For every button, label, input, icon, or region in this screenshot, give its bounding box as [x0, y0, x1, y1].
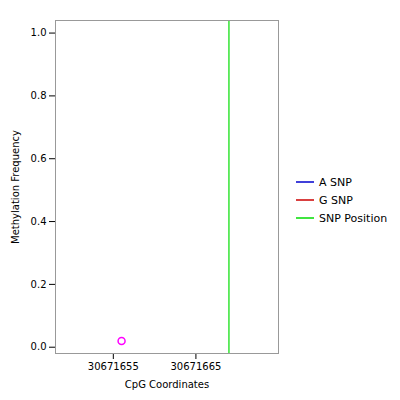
svg-text:0.0: 0.0	[31, 341, 47, 352]
svg-text:Methylation Frequency: Methylation Frequency	[10, 130, 21, 244]
svg-text:30671655: 30671655	[88, 361, 139, 372]
svg-text:0.4: 0.4	[31, 216, 47, 227]
svg-text:0.6: 0.6	[31, 153, 47, 164]
html-text:A SNP: A SNP	[319, 175, 352, 189]
svg-text:CpG Coordinates: CpG Coordinates	[125, 379, 209, 390]
html-text:SNP Position: SNP Position	[319, 211, 388, 225]
svg-text:1.0: 1.0	[31, 27, 47, 38]
svg-text:0.8: 0.8	[31, 90, 47, 101]
svg-text:30671665: 30671665	[170, 361, 221, 372]
svg-text:0.2: 0.2	[31, 279, 47, 290]
html-text:G SNP: G SNP	[319, 193, 353, 207]
